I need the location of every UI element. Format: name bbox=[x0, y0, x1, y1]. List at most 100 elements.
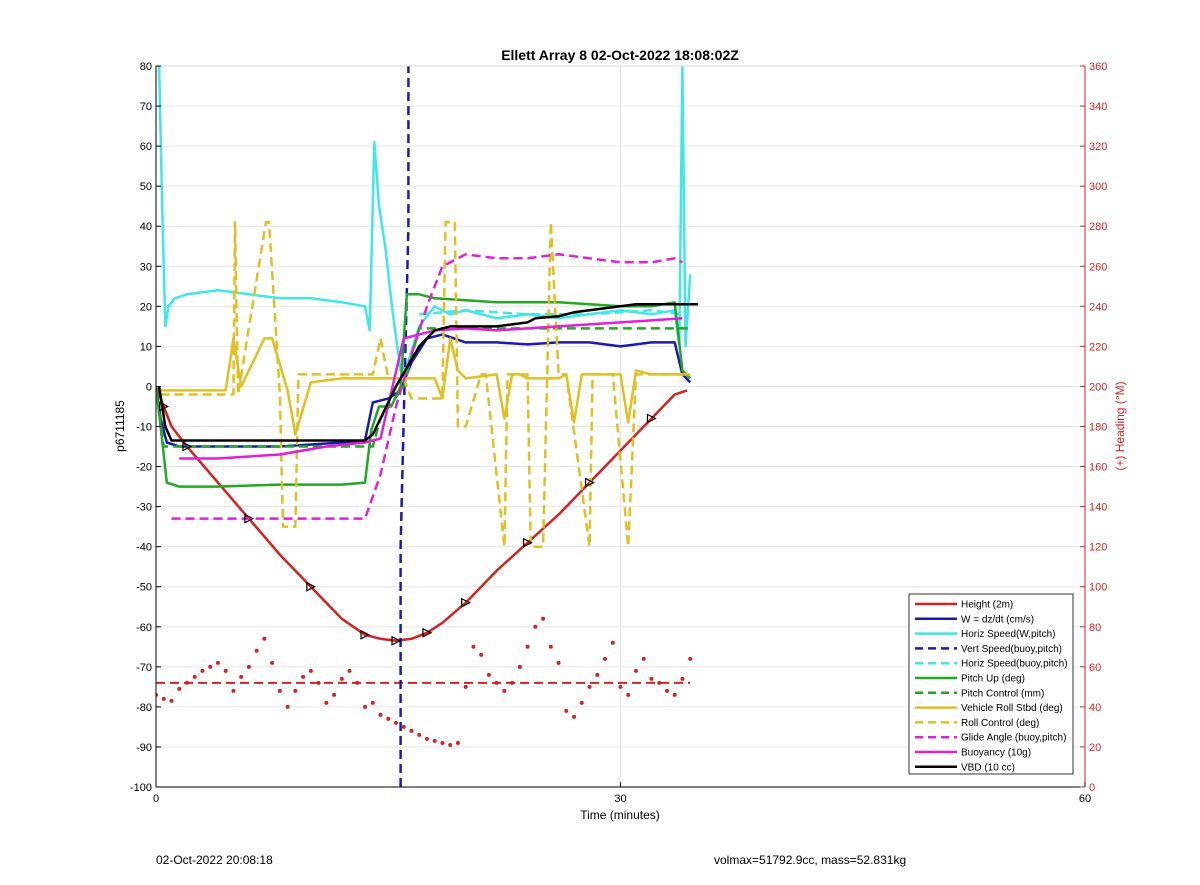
heading-point bbox=[417, 732, 422, 737]
tick-label-right: 160 bbox=[1089, 462, 1107, 474]
heading-point bbox=[525, 644, 530, 649]
series-line-vehicle-roll-stbd-deg bbox=[160, 337, 691, 436]
heading-point bbox=[339, 676, 344, 681]
x-axis-label: Time (minutes) bbox=[580, 808, 660, 822]
y-axis-label-left: p6711185 bbox=[113, 400, 127, 452]
height-marker bbox=[523, 537, 533, 548]
heading-point bbox=[347, 668, 352, 673]
right-axis-ticks: 3603403203002802602402202001801601401201… bbox=[1080, 61, 1107, 794]
heading-point bbox=[363, 704, 368, 709]
tick-label-right: 320 bbox=[1089, 141, 1107, 153]
legend-box bbox=[908, 593, 1074, 775]
heading-point bbox=[664, 688, 669, 693]
heading-point bbox=[308, 668, 313, 673]
legend-label-pitch-up-deg: Pitch Up (deg) bbox=[961, 674, 1025, 685]
heading-point bbox=[409, 728, 414, 733]
heading-point bbox=[440, 740, 445, 745]
heading-point bbox=[548, 644, 553, 649]
heading-point bbox=[572, 714, 577, 719]
tick-label-left: -20 bbox=[136, 462, 152, 474]
footer-info: volmax=51792.9cc, mass=52.831kg bbox=[714, 853, 907, 867]
heading-point bbox=[231, 688, 236, 693]
tick-label-right: 140 bbox=[1089, 502, 1107, 514]
tick-label-left: -30 bbox=[136, 502, 152, 514]
heading-point bbox=[355, 680, 360, 685]
heading-point bbox=[262, 636, 267, 641]
legend: Height (2m) W = dz/dt (cm/s) Horiz Speed(W… bbox=[908, 593, 1074, 775]
heading-point bbox=[393, 720, 398, 725]
heading-point bbox=[223, 668, 228, 673]
x-axis-ticks: 0 30 60 bbox=[153, 782, 1091, 805]
legend-label-buoyancy-10g: Buoyancy (10g) bbox=[961, 748, 1031, 759]
tick-label-right: 60 bbox=[1089, 662, 1101, 674]
heading-point bbox=[184, 680, 189, 685]
heading-point bbox=[564, 708, 569, 713]
tick-label-right: 0 bbox=[1089, 782, 1095, 794]
heading-point bbox=[471, 644, 476, 649]
heading-point bbox=[293, 688, 298, 693]
heading-point bbox=[277, 688, 282, 693]
heading-point bbox=[324, 700, 329, 705]
heading-point bbox=[587, 684, 592, 689]
heading-point bbox=[680, 676, 685, 681]
tick-label-x: 0 bbox=[153, 793, 159, 805]
height-marker bbox=[461, 597, 472, 608]
heading-point bbox=[285, 704, 290, 709]
series-line-w-dz-dt-cm-s bbox=[156, 333, 692, 448]
tick-label-left: -70 bbox=[136, 662, 152, 674]
heading-point bbox=[626, 692, 631, 697]
tick-label-left: -60 bbox=[136, 622, 152, 634]
tick-label-right: 120 bbox=[1089, 542, 1107, 554]
legend-label-vert-speed-buoy-pitch: Vert Speed(buoy,pitch) bbox=[961, 644, 1062, 655]
heading-point bbox=[517, 664, 522, 669]
legend-label-pitch-control-mm: Pitch Control (mm) bbox=[961, 688, 1044, 699]
tick-label-right: 200 bbox=[1089, 381, 1107, 393]
heading-point bbox=[177, 686, 182, 691]
tick-label-left: -50 bbox=[136, 582, 152, 594]
height-marker bbox=[244, 513, 255, 524]
legend-label-horiz-speed-buoy-pitch: Horiz Speed(buoy,pitch) bbox=[961, 659, 1068, 670]
tick-label-left: 70 bbox=[140, 101, 152, 113]
heading-point bbox=[432, 738, 437, 743]
heading-point bbox=[633, 668, 638, 673]
tick-label-left: 80 bbox=[140, 61, 152, 73]
heading-point bbox=[610, 640, 615, 645]
heading-point bbox=[401, 724, 406, 729]
tick-label-right: 240 bbox=[1089, 301, 1107, 313]
tick-label-right: 40 bbox=[1089, 702, 1101, 714]
height-marker bbox=[159, 401, 170, 412]
tick-label-right: 340 bbox=[1089, 101, 1107, 113]
heading-point bbox=[239, 674, 244, 679]
tick-label-left: 40 bbox=[140, 221, 152, 233]
heading-point bbox=[169, 698, 174, 703]
height-marker bbox=[646, 413, 657, 424]
tick-label-right: 360 bbox=[1089, 61, 1107, 73]
tick-label-left: 30 bbox=[140, 261, 152, 273]
legend-label-glide-angle-buoy-pitch: Glide Angle (buoy,pitch) bbox=[961, 733, 1066, 744]
tick-label-right: 100 bbox=[1089, 582, 1107, 594]
plot-content bbox=[156, 66, 698, 787]
heading-point bbox=[533, 624, 538, 629]
height-marker bbox=[584, 477, 595, 488]
heading-point bbox=[161, 696, 166, 701]
heading-point bbox=[556, 660, 561, 665]
heading-point bbox=[510, 680, 515, 685]
heading-point bbox=[386, 716, 391, 721]
heading-point bbox=[494, 680, 499, 685]
heading-point bbox=[455, 740, 460, 745]
heading-point bbox=[448, 742, 453, 747]
tick-label-right: 280 bbox=[1089, 221, 1107, 233]
height-marker bbox=[360, 629, 371, 640]
heading-point bbox=[316, 680, 321, 685]
legend-label-w-dz-dt-cm-s: W = dz/dt (cm/s) bbox=[961, 614, 1034, 625]
legend-label-horiz-speed-w-pitch: Horiz Speed(W,pitch) bbox=[961, 629, 1055, 640]
tick-label-left: -90 bbox=[136, 742, 152, 754]
heading-point bbox=[579, 700, 584, 705]
heading-point bbox=[479, 652, 484, 657]
tick-label-left: 60 bbox=[140, 141, 152, 153]
height-marker bbox=[182, 441, 193, 452]
heading-point bbox=[301, 674, 306, 679]
legend-label-roll-control-deg: Roll Control (deg) bbox=[961, 718, 1039, 729]
tick-label-right: 180 bbox=[1089, 422, 1107, 434]
tick-label-x: 60 bbox=[1079, 793, 1091, 805]
